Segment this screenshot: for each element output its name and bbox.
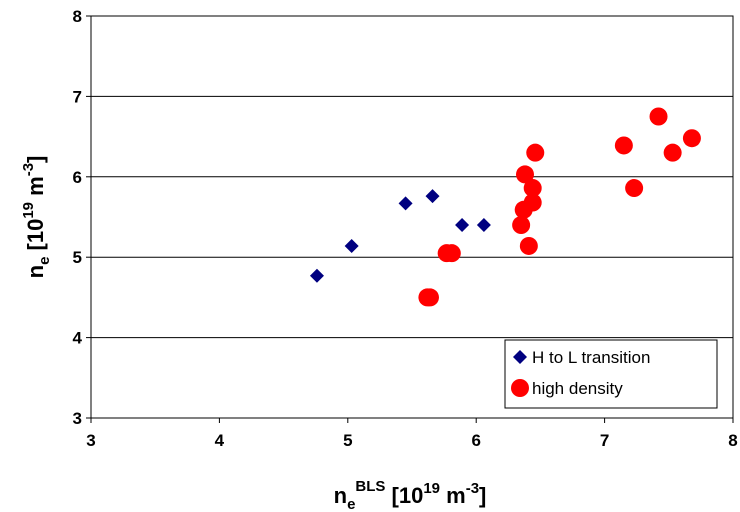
y-axis-title-rest: [10 [23, 219, 48, 257]
y-axis-title-base: n [23, 265, 48, 278]
legend: H to L transition high density [504, 339, 718, 409]
point-h-to-l-transition [476, 218, 491, 233]
legend-label-high-density: high density [532, 379, 623, 398]
y-axis-title: ne [1019 m-3] [20, 156, 53, 279]
x-axis-title-rest: [10 [385, 483, 423, 508]
x-tick-label: 6 [471, 431, 480, 450]
x-axis-title: neBLS [1019 m-3] [334, 478, 487, 512]
point-high-density [515, 165, 534, 184]
point-h-to-l-transition [309, 268, 324, 283]
y-axis-ticks: 3 4 5 6 7 8 [73, 7, 91, 428]
x-axis-title-rest2-sup: -3 [466, 480, 479, 497]
point-high-density [614, 136, 633, 155]
y-axis-title-rest-sup: 19 [20, 202, 37, 219]
y-tick-label: 8 [73, 7, 82, 26]
point-high-density [625, 179, 644, 198]
x-axis-title-sub: e [347, 496, 355, 512]
point-high-density [523, 179, 542, 198]
point-high-density [519, 236, 538, 255]
x-axis-title-rest3: ] [479, 483, 486, 508]
x-axis-title-rest-sup: 19 [423, 480, 440, 497]
legend-label-h-to-l: H to L transition [532, 348, 650, 367]
point-high-density [526, 143, 545, 162]
point-h-to-l-transition [425, 189, 440, 204]
x-axis-title-rest2: m [440, 483, 466, 508]
point-high-density [442, 244, 461, 263]
point-h-to-l-transition [455, 218, 470, 233]
x-tick-label: 5 [343, 431, 352, 450]
point-high-density [512, 216, 531, 235]
legend-box [504, 339, 718, 409]
y-tick-label: 5 [73, 248, 82, 267]
x-tick-label: 7 [600, 431, 609, 450]
x-tick-label: 4 [215, 431, 225, 450]
y-tick-label: 4 [73, 329, 83, 348]
y-tick-label: 7 [73, 87, 82, 106]
point-high-density [649, 107, 668, 126]
gridlines [91, 95, 733, 339]
data-points [309, 107, 701, 307]
x-tick-label: 8 [728, 431, 737, 450]
legend-diamond-marker [513, 350, 527, 364]
y-axis-title-rest2: m [23, 176, 48, 202]
y-tick-label: 3 [73, 409, 82, 428]
x-axis-title-base: n [334, 483, 347, 508]
point-high-density [682, 129, 701, 148]
point-h-to-l-transition [398, 196, 413, 211]
point-h-to-l-transition [344, 238, 359, 253]
x-axis-title-sup: BLS [355, 478, 385, 495]
point-high-density [523, 193, 542, 212]
y-tick-label: 6 [73, 168, 82, 187]
x-tick-label: 3 [86, 431, 95, 450]
y-axis-title-rest3: ] [23, 156, 48, 163]
y-axis-title-sub: e [36, 257, 53, 265]
plot-area [90, 15, 734, 419]
y-axis-title-rest2-sup: -3 [20, 163, 37, 176]
legend-circle-marker [511, 379, 529, 397]
point-high-density [420, 288, 439, 307]
point-high-density [663, 143, 682, 162]
x-axis-ticks: 3 4 5 6 7 8 [86, 418, 738, 450]
